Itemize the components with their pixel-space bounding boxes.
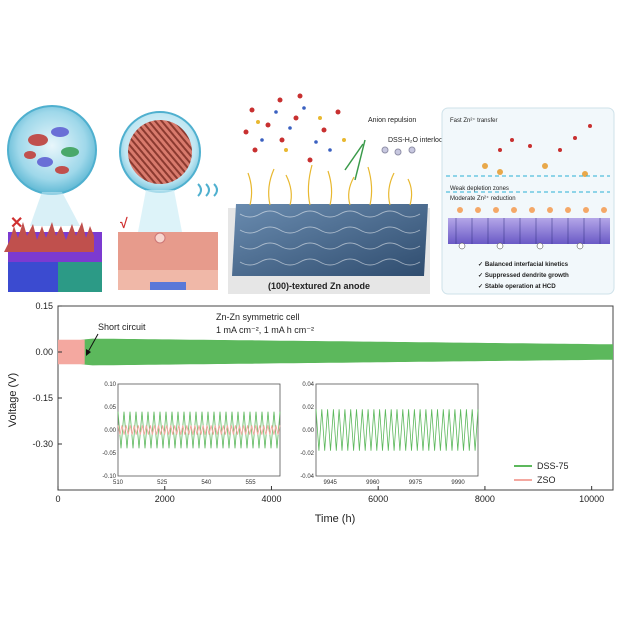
anion-repulsion-label: Anion repulsion: [368, 117, 416, 124]
dss-interlocking-text: DSS-H₂O interlocking: [388, 137, 455, 144]
inset-x-tick-label: 525: [157, 480, 168, 486]
inset-x-tick-label: 555: [246, 480, 257, 486]
inset-y-tick-label: -0.10: [102, 474, 116, 480]
inset-series-dss75: [117, 411, 281, 449]
fail-mark: ✕: [10, 215, 23, 232]
inset-late: 0.04 0.02 0.00 -0.02 -0.04 9945 9960 9975 9990: [300, 382, 479, 486]
inset-x-tick-label: 540: [201, 480, 212, 486]
x-axis-ticks: 0 2000 4000 6000 8000 10000: [55, 486, 604, 504]
inset-y-tick-label: 0.04: [302, 382, 314, 388]
inset-y-tick-label: -0.02: [300, 451, 314, 457]
x-tick-label: 0: [55, 494, 60, 504]
voltage-chart: 0.15 0.00 -0.15 -0.30 0 2000 4000 6000 8000 1000…: [7, 301, 614, 525]
inset-x-tick-label: 9990: [451, 480, 465, 486]
inset-y-tick-label: -0.04: [300, 474, 314, 480]
textured-zn-anode-illustration: Anion repulsion DSS-H₂O interlocking (10…: [228, 93, 455, 294]
inset-y-tick-label: 0.02: [302, 405, 314, 411]
dss-interlocking-label: DSS-H₂O interlocking: [388, 137, 455, 144]
inset-y-tick-label: 0.00: [104, 428, 116, 434]
inset-late-ticks: 0.04 0.02 0.00 -0.02 -0.04 9945 9960 9975 9990: [300, 382, 465, 486]
bullet-2: ✓ Suppressed dendrite growth: [478, 272, 569, 279]
bullet-1: ✓ Balanced interfacial kinetics: [478, 261, 569, 268]
y-axis-label: Voltage (V): [7, 373, 19, 427]
cell-annotation: Zn-Zn symmetric cell: [216, 312, 300, 322]
inset-late-series: [315, 409, 479, 451]
series-zso-band: [58, 339, 85, 365]
main-series-group: [58, 338, 613, 366]
condition-annotation: 1 mA cm⁻², 1 mA h cm⁻²: [216, 325, 314, 335]
inset-x-tick-label: 510: [113, 480, 124, 486]
inset-y-tick-label: 0.00: [302, 428, 314, 434]
short-circuit-arrowhead: [86, 349, 91, 356]
moderate-reduction-label: Moderate Zn²⁺ reduction: [450, 195, 516, 202]
y-tick-label: -0.30: [32, 439, 53, 449]
x-tick-label: 10000: [579, 494, 604, 504]
short-circuit-annotation: Short circuit: [98, 322, 146, 332]
inset-y-tick-label: -0.05: [102, 451, 116, 457]
zso-anode-illustration: ✕: [4, 105, 102, 292]
x-tick-label: 2000: [155, 494, 175, 504]
fast-transfer-label: Fast Zn²⁺ transfer: [450, 117, 498, 124]
inset-y-tick-label: 0.10: [104, 382, 116, 388]
pass-mark: √: [120, 215, 128, 231]
legend-dss75-label: DSS-75: [537, 461, 569, 471]
short-circuit-arrow: [87, 333, 99, 353]
schematic-panel: ✕ √: [4, 93, 615, 295]
y-tick-label: 0.00: [35, 347, 53, 357]
inset-series-dss75: [315, 409, 479, 451]
legend-zso-label: ZSO: [537, 475, 556, 485]
inset-x-tick-label: 9960: [366, 480, 380, 486]
inset-x-tick-label: 9945: [324, 480, 338, 486]
inset-early-frame: [117, 383, 281, 477]
y-axis-ticks: 0.15 0.00 -0.15 -0.30: [32, 301, 62, 449]
inset-early-series: [117, 411, 281, 449]
anion-repulsion-text: Anion repulsion: [368, 117, 416, 124]
inset-late-frame: [315, 383, 479, 477]
dss-anode-illustration: √: [118, 111, 218, 290]
legend: DSS-75 ZSO: [514, 461, 569, 485]
weak-depletion-label: Weak depletion zones: [450, 186, 509, 192]
x-tick-label: 6000: [368, 494, 388, 504]
inset-x-tick-label: 9975: [409, 480, 423, 486]
inset-series-zso: [117, 425, 281, 435]
bullet-3: ✓ Stable operation at HCD: [478, 283, 556, 290]
y-tick-label: 0.15: [35, 301, 53, 311]
inset-y-tick-label: 0.05: [104, 405, 116, 411]
x-tick-label: 8000: [475, 494, 495, 504]
anode-label: (100)-textured Zn anode: [268, 281, 370, 291]
y-tick-label: -0.15: [32, 393, 53, 403]
series-dss75-band: [58, 338, 613, 366]
x-axis-label: Time (h): [315, 513, 356, 525]
mechanism-panel: Fast Zn²⁺ transfer Weak depletion zones …: [441, 107, 615, 295]
x-tick-label: 4000: [261, 494, 281, 504]
